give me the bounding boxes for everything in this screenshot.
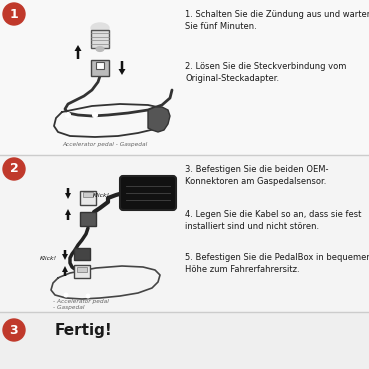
Text: 5. Befestigen Sie die PedalBox in bequemer
Höhe zum Fahrerfahrersitz.: 5. Befestigen Sie die PedalBox in bequem… — [185, 253, 369, 274]
Circle shape — [66, 113, 70, 117]
Circle shape — [64, 293, 68, 297]
Bar — [0, 0, 369, 155]
Bar — [77, 267, 87, 272]
Text: 1: 1 — [10, 7, 18, 21]
FancyBboxPatch shape — [120, 176, 176, 210]
Ellipse shape — [96, 46, 104, 52]
Circle shape — [3, 319, 25, 341]
Polygon shape — [65, 188, 71, 199]
Ellipse shape — [91, 23, 109, 33]
Text: 4. Legen Sie die Kabel so an, dass sie fest
installiert sind und nicht stören.: 4. Legen Sie die Kabel so an, dass sie f… — [185, 210, 361, 231]
Text: - Accelerator pedal: - Accelerator pedal — [53, 299, 109, 304]
Bar — [80, 212, 96, 226]
Bar — [80, 191, 96, 205]
Text: Fertig!: Fertig! — [55, 323, 113, 338]
Polygon shape — [62, 250, 68, 260]
Text: Klick!: Klick! — [93, 193, 110, 198]
Text: 3. Befestigen Sie die beiden OEM-
Konnektoren am Gaspedalsensor.: 3. Befestigen Sie die beiden OEM- Konnek… — [185, 165, 328, 186]
Text: Accelerator pedal - Gaspedal: Accelerator pedal - Gaspedal — [62, 142, 147, 147]
Polygon shape — [62, 266, 68, 276]
Bar — [0, 155, 369, 312]
Polygon shape — [75, 45, 82, 59]
Circle shape — [93, 113, 97, 117]
Bar — [0, 312, 369, 369]
Polygon shape — [118, 61, 125, 75]
Text: Klick!: Klick! — [40, 256, 57, 261]
Text: 3: 3 — [10, 324, 18, 337]
Bar — [96, 62, 104, 69]
Circle shape — [86, 294, 90, 298]
Circle shape — [3, 158, 25, 180]
Text: - Gaspedal: - Gaspedal — [53, 305, 85, 310]
Polygon shape — [65, 209, 71, 220]
Bar — [91, 30, 109, 48]
Bar — [83, 192, 93, 197]
Text: 1. Schalten Sie die Zündung aus und warten
Sie fünf Minuten.: 1. Schalten Sie die Zündung aus und wart… — [185, 10, 369, 31]
Bar — [74, 248, 90, 260]
Circle shape — [3, 3, 25, 25]
Bar — [74, 265, 90, 278]
Text: 2: 2 — [10, 162, 18, 176]
Text: 2. Lösen Sie die Steckverbindung vom
Original-Steckadapter.: 2. Lösen Sie die Steckverbindung vom Ori… — [185, 62, 346, 83]
Polygon shape — [148, 107, 170, 132]
Bar — [91, 60, 109, 76]
